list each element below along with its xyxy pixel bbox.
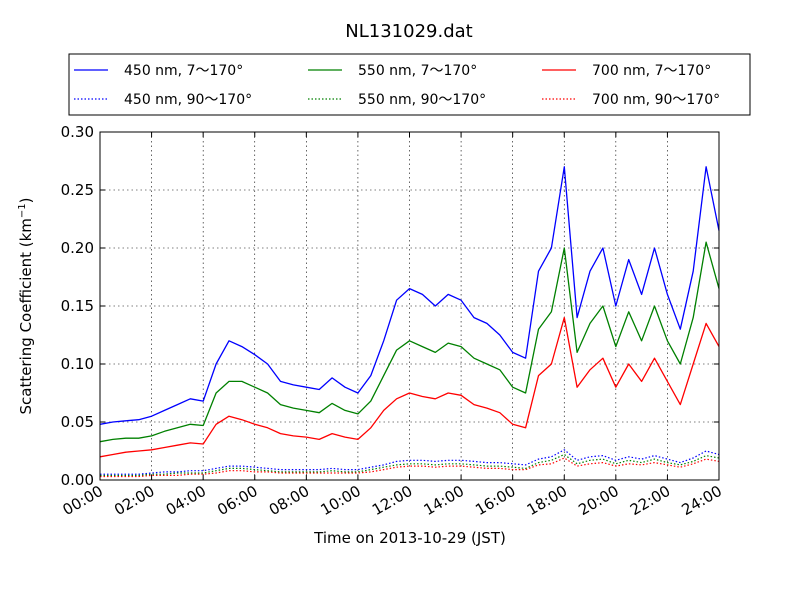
legend-box <box>68 53 751 116</box>
legend-item: 550 nm, 90～170° <box>308 92 486 108</box>
y-tick-label: 0.25 <box>61 181 94 199</box>
y-axis-label-sup: −1 <box>17 203 28 218</box>
y-axis-label-main: Scattering Coefficient (km <box>17 218 35 414</box>
y-tick-label: 0.05 <box>61 413 94 431</box>
y-tick-label: 0.30 <box>61 123 94 141</box>
y-axis-label: Scattering Coefficient (km−1) <box>17 197 35 414</box>
legend-label: 550 nm, 7～170° <box>358 63 477 79</box>
series-line <box>99 241 720 443</box>
y-axis: 0.00 0.05 0.10 0.15 0.20 0.25 0.30 <box>61 123 719 489</box>
legend-item: 450 nm, 7～170° <box>74 63 243 79</box>
legend-label: 450 nm, 90～170° <box>124 92 252 108</box>
y-tick-label: 0.15 <box>61 297 94 315</box>
legend-item: 700 nm, 7～170° <box>542 63 711 79</box>
y-tick-label: 0.10 <box>61 355 94 373</box>
legend-label: 550 nm, 90～170° <box>358 92 486 108</box>
legend: 450 nm, 7～170° 550 nm, 7～170° 700 nm, 7～17… <box>68 53 751 116</box>
legend-label: 450 nm, 7～170° <box>124 63 243 79</box>
y-axis-label-suffix: ) <box>17 197 35 203</box>
x-axis-label: Time on 2013-10-29 (JST) <box>313 529 506 547</box>
series-line <box>99 316 720 458</box>
legend-item: 700 nm, 90～170° <box>542 92 720 108</box>
legend-label: 700 nm, 90～170° <box>592 92 720 108</box>
legend-item: 450 nm, 90～170° <box>74 92 252 108</box>
series-line <box>100 457 720 478</box>
series-layer <box>99 166 720 478</box>
y-tick-label: 0.20 <box>61 239 94 257</box>
y-tick-label: 0.00 <box>61 471 94 489</box>
series-line <box>99 166 720 425</box>
chart-title: NL131029.dat <box>345 21 472 42</box>
series-line <box>100 449 720 475</box>
legend-item: 550 nm, 7～170° <box>308 63 477 79</box>
legend-label: 700 nm, 7～170° <box>592 63 711 79</box>
